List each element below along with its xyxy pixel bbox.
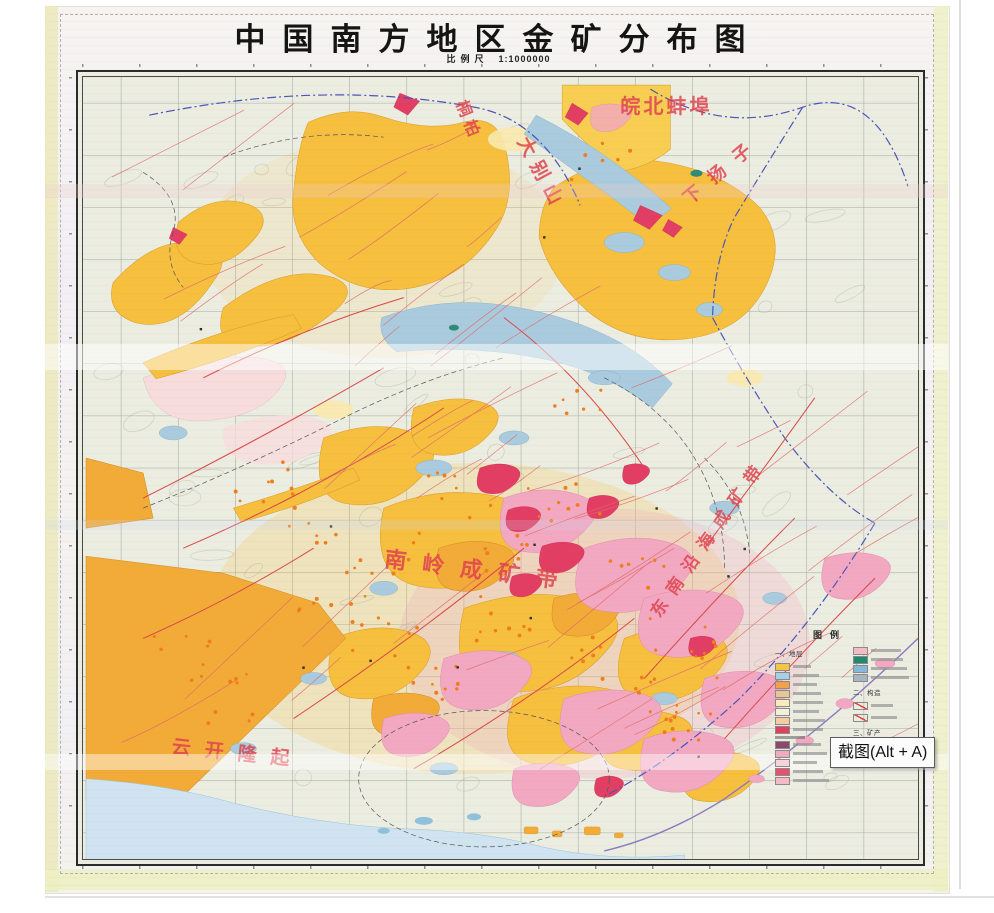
graticule-ticks-top [82, 64, 915, 67]
legend-item [775, 776, 849, 785]
legend-item-label [793, 743, 821, 746]
scale-value: 1:1000000 [498, 54, 551, 64]
legend-item [775, 698, 849, 707]
map-frame: 皖北蚌埠 桐柏 大别山 下扬子 南岭成矿带 东南沿海成矿带 云开隆起 [76, 70, 925, 866]
legend-color-swatch [853, 673, 868, 682]
paper-decorative-border [60, 14, 934, 874]
legend-item [775, 707, 849, 716]
inferred-fault-line-swatch [853, 713, 868, 722]
legend-color-swatch [775, 662, 790, 671]
legend-item-label [871, 676, 909, 679]
legend-item-label [793, 710, 819, 713]
legend-item-label [871, 667, 907, 670]
scale-label: 比例尺 [446, 54, 489, 64]
legend-color-swatch [775, 671, 790, 680]
legend-item-label [793, 728, 823, 731]
legend-color-swatch [775, 767, 790, 776]
legend-item-label [793, 770, 823, 773]
legend-section-smudge [775, 736, 805, 739]
page-bottom-separator [45, 896, 994, 898]
paper-edge-strip [45, 870, 948, 890]
paper-edge-strip [934, 6, 948, 892]
map-scale: 比例尺 1:1000000 [76, 52, 921, 65]
legend-item-label [871, 704, 893, 707]
legend-color-swatch [853, 646, 868, 655]
screenshot-tooltip-label: 截图(Alt + A) [838, 744, 928, 761]
legend-item-label [793, 674, 819, 677]
page-right-border [959, 0, 961, 889]
paper-edge-strip [45, 6, 58, 892]
legend-color-swatch [775, 707, 790, 716]
legend-item [853, 673, 927, 682]
legend-item-label [793, 701, 823, 704]
legend-item [775, 716, 849, 725]
legend-item [853, 646, 927, 655]
legend-color-swatch [775, 749, 790, 758]
legend-section-structure: 二、构造 [853, 690, 881, 697]
legend-item [775, 680, 849, 689]
legend-column-strata: 一、地层 [775, 646, 849, 785]
legend-color-swatch [775, 689, 790, 698]
legend-color-swatch [775, 776, 790, 785]
legend-item-fault [853, 701, 927, 710]
legend-item-label [793, 779, 829, 782]
legend-item-label [793, 665, 811, 668]
legend-section-minerals: 三、矿产 [853, 730, 881, 737]
legend-color-swatch [775, 680, 790, 689]
legend-item [775, 749, 849, 758]
legend-item-label [793, 692, 821, 695]
legend-item-label [871, 658, 903, 661]
legend-item-inferred-fault [853, 713, 927, 722]
legend-color-swatch [853, 664, 868, 673]
legend-color-swatch [775, 740, 790, 749]
legend-item [775, 767, 849, 776]
legend-section-strata: 一、地层 [775, 651, 803, 658]
map-title: 中国南方地区金矿分布图 [234, 22, 763, 57]
legend-item-label [793, 761, 817, 764]
legend-item [853, 655, 927, 664]
screenshot-tooltip: 截图(Alt + A) [830, 737, 936, 768]
legend-item [775, 671, 849, 680]
legend-item-label [793, 683, 817, 686]
legend-item-label [871, 716, 897, 719]
map-legend: 图例 一、地层 二、构造 三、矿产 [775, 628, 935, 785]
legend-item-label [793, 719, 825, 722]
legend-item [775, 662, 849, 671]
legend-item-label [793, 752, 827, 755]
graticule-ticks-right [925, 77, 928, 857]
legend-column-structure-minerals: 二、构造 三、矿产 [853, 646, 927, 785]
legend-color-swatch [775, 716, 790, 725]
legend-item [853, 664, 927, 673]
legend-title: 图例 [812, 630, 847, 640]
legend-item [775, 725, 849, 734]
legend-color-swatch [775, 698, 790, 707]
legend-color-swatch [853, 655, 868, 664]
legend-item [775, 689, 849, 698]
legend-item [775, 758, 849, 767]
legend-item-label [871, 649, 901, 652]
graticule-ticks-bottom [82, 866, 915, 869]
fault-line-swatch [853, 701, 868, 710]
legend-item [775, 740, 849, 749]
legend-color-swatch [775, 758, 790, 767]
map-label-wanbei-bengbu: 皖北蚌埠 [620, 94, 712, 118]
legend-color-swatch [775, 725, 790, 734]
graticule-ticks-left [69, 77, 72, 857]
